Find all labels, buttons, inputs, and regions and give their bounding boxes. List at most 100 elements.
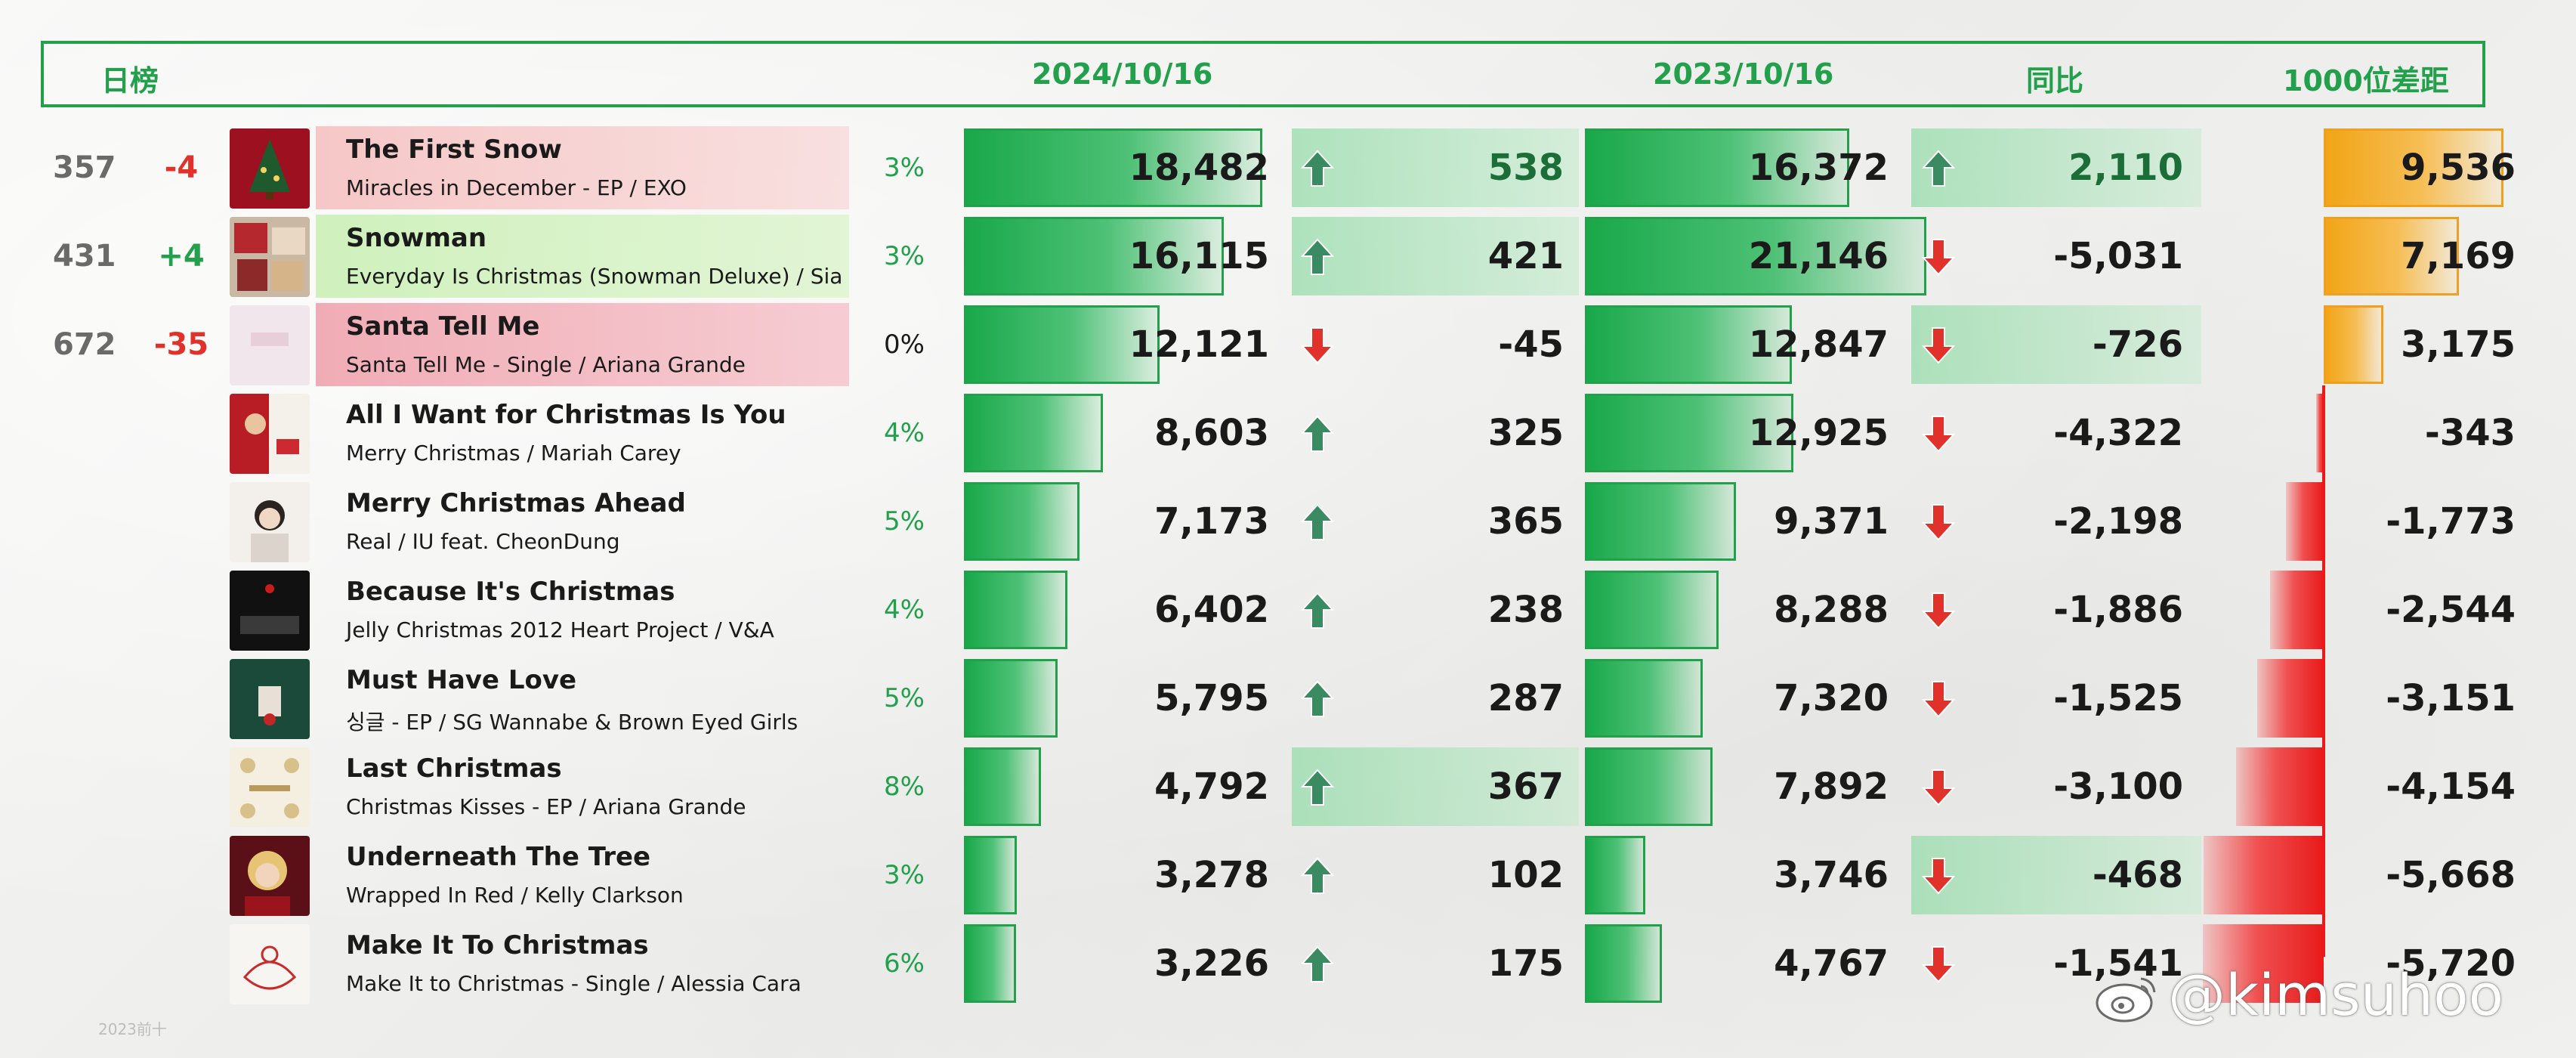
yoy-change: -4,322 — [2053, 412, 2183, 454]
rank-number — [53, 654, 121, 742]
value-2024: 8,603 — [1154, 412, 1269, 454]
delta-highlight — [1292, 217, 1579, 295]
song-title: The First Snow — [346, 135, 562, 165]
yoy-change: -1,541 — [2053, 942, 2183, 985]
rank-number: 431 — [53, 239, 116, 274]
song-title: Underneath The Tree — [346, 842, 651, 872]
value-2024: 12,121 — [1129, 323, 1269, 366]
gap-zero-axis — [2322, 385, 2325, 957]
value-2024: 4,792 — [1154, 766, 1269, 808]
rank-number — [53, 566, 121, 654]
rank-number — [53, 743, 121, 831]
gap-bar — [2324, 217, 2459, 295]
gap-value: -5,720 — [2386, 942, 2516, 985]
date-current-header: 2024/10/16 — [1032, 57, 1213, 91]
album-cover — [230, 394, 310, 474]
share-percent: 4% — [884, 595, 925, 625]
down-arrow-icon — [1922, 326, 1955, 364]
rank-number — [53, 831, 121, 919]
rank-change — [151, 389, 212, 477]
table-row: All I Want for Christmas Is You Merry Chr… — [0, 389, 2576, 477]
share-percent: 3% — [884, 241, 925, 271]
song-title: Snowman — [346, 223, 487, 253]
album-artist: Christmas Kisses - EP / Ariana Grande — [346, 794, 746, 819]
table-row: Because It's Christmas Jelly Christmas 20… — [0, 566, 2576, 654]
yoy-change: 2,110 — [2068, 147, 2183, 189]
gap-value: -4,154 — [2386, 766, 2516, 808]
rank-change: -4 — [164, 150, 199, 185]
value-2024: 5,795 — [1154, 677, 1269, 719]
daily-change: 365 — [1487, 500, 1564, 543]
value-2024: 7,173 — [1154, 500, 1269, 543]
bar-2023 — [1585, 482, 1736, 561]
down-arrow-icon — [1922, 238, 1955, 276]
yoy-header: 同比 — [2026, 64, 2084, 97]
up-arrow-icon — [1301, 503, 1334, 541]
up-arrow-icon — [1301, 945, 1334, 983]
share-percent: 3% — [884, 153, 925, 183]
album-cover — [230, 836, 310, 916]
chart-label: 日榜 — [101, 64, 159, 97]
yoy-change: -468 — [2092, 854, 2183, 896]
daily-change: 238 — [1487, 589, 1564, 631]
yoy-highlight — [1911, 128, 2201, 207]
value-2024: 18,482 — [1129, 147, 1269, 189]
down-arrow-icon — [1922, 592, 1955, 630]
share-percent: 5% — [884, 683, 925, 713]
rank-change: -35 — [153, 327, 209, 362]
value-2024: 3,278 — [1154, 854, 1269, 896]
gap-value: -1,773 — [2386, 500, 2516, 543]
up-arrow-icon — [1301, 680, 1334, 718]
table-row: 672 -35 Santa Tell Me Santa Tell Me - Singl… — [0, 301, 2576, 388]
song-title: Because It's Christmas — [346, 577, 675, 607]
down-arrow-icon — [1922, 769, 1955, 806]
rank-change — [151, 478, 212, 565]
date-prev-header: 2023/10/16 — [1653, 57, 1834, 91]
album-artist: Wrapped In Red / Kelly Clarkson — [346, 883, 684, 908]
bar-2023 — [1585, 924, 1662, 1003]
table-row: Underneath The Tree Wrapped In Red / Kell… — [0, 831, 2576, 919]
daily-change: 538 — [1487, 147, 1564, 189]
bar-2024 — [964, 128, 1262, 207]
share-percent: 3% — [884, 860, 925, 890]
weibo-logo-icon — [2096, 977, 2156, 1022]
gap-bar — [2270, 571, 2324, 649]
album-cover — [230, 924, 310, 1004]
gap-bar — [2257, 659, 2324, 738]
share-percent: 5% — [884, 506, 925, 537]
song-title: Merry Christmas Ahead — [346, 488, 686, 518]
table-row: 431 +4 Snowman Everyday Is Christmas (Snowm… — [0, 212, 2576, 300]
up-arrow-icon — [1301, 238, 1334, 276]
bar-2023 — [1585, 836, 1645, 914]
yoy-highlight — [1911, 305, 2201, 384]
bar-2023 — [1585, 571, 1719, 649]
bar-2024 — [964, 747, 1041, 826]
value-2024: 3,226 — [1154, 942, 1269, 985]
bar-2023 — [1585, 305, 1792, 384]
rank-change — [151, 654, 212, 742]
bar-2024 — [964, 482, 1080, 561]
gap-value: 3,175 — [2401, 323, 2516, 366]
album-artist: Make It to Christmas - Single / Alessia … — [346, 971, 802, 996]
down-arrow-icon — [1922, 945, 1955, 983]
gap-bar — [2203, 924, 2324, 1003]
up-arrow-icon — [1301, 150, 1334, 187]
album-artist: Miracles in December - EP / EXO — [346, 175, 687, 200]
up-arrow-icon — [1301, 592, 1334, 630]
bar-2024 — [964, 305, 1160, 384]
title-highlight — [316, 126, 849, 209]
gap-bar — [2324, 305, 2383, 384]
value-2023: 4,767 — [1774, 942, 1889, 985]
down-arrow-icon — [1301, 326, 1334, 364]
bar-2024 — [964, 836, 1017, 914]
header-box — [41, 41, 2485, 107]
album-cover — [230, 128, 310, 209]
delta-highlight — [1292, 747, 1579, 826]
table-row: Must Have Love 싱글 - EP / SG Wannabe & Bro… — [0, 654, 2576, 742]
album-cover — [230, 747, 310, 828]
gap-bar — [2286, 482, 2324, 561]
bar-2023 — [1585, 217, 1926, 295]
title-highlight — [316, 303, 849, 386]
album-cover — [230, 659, 310, 739]
gap-header: 1000位差距 — [2283, 64, 2449, 97]
